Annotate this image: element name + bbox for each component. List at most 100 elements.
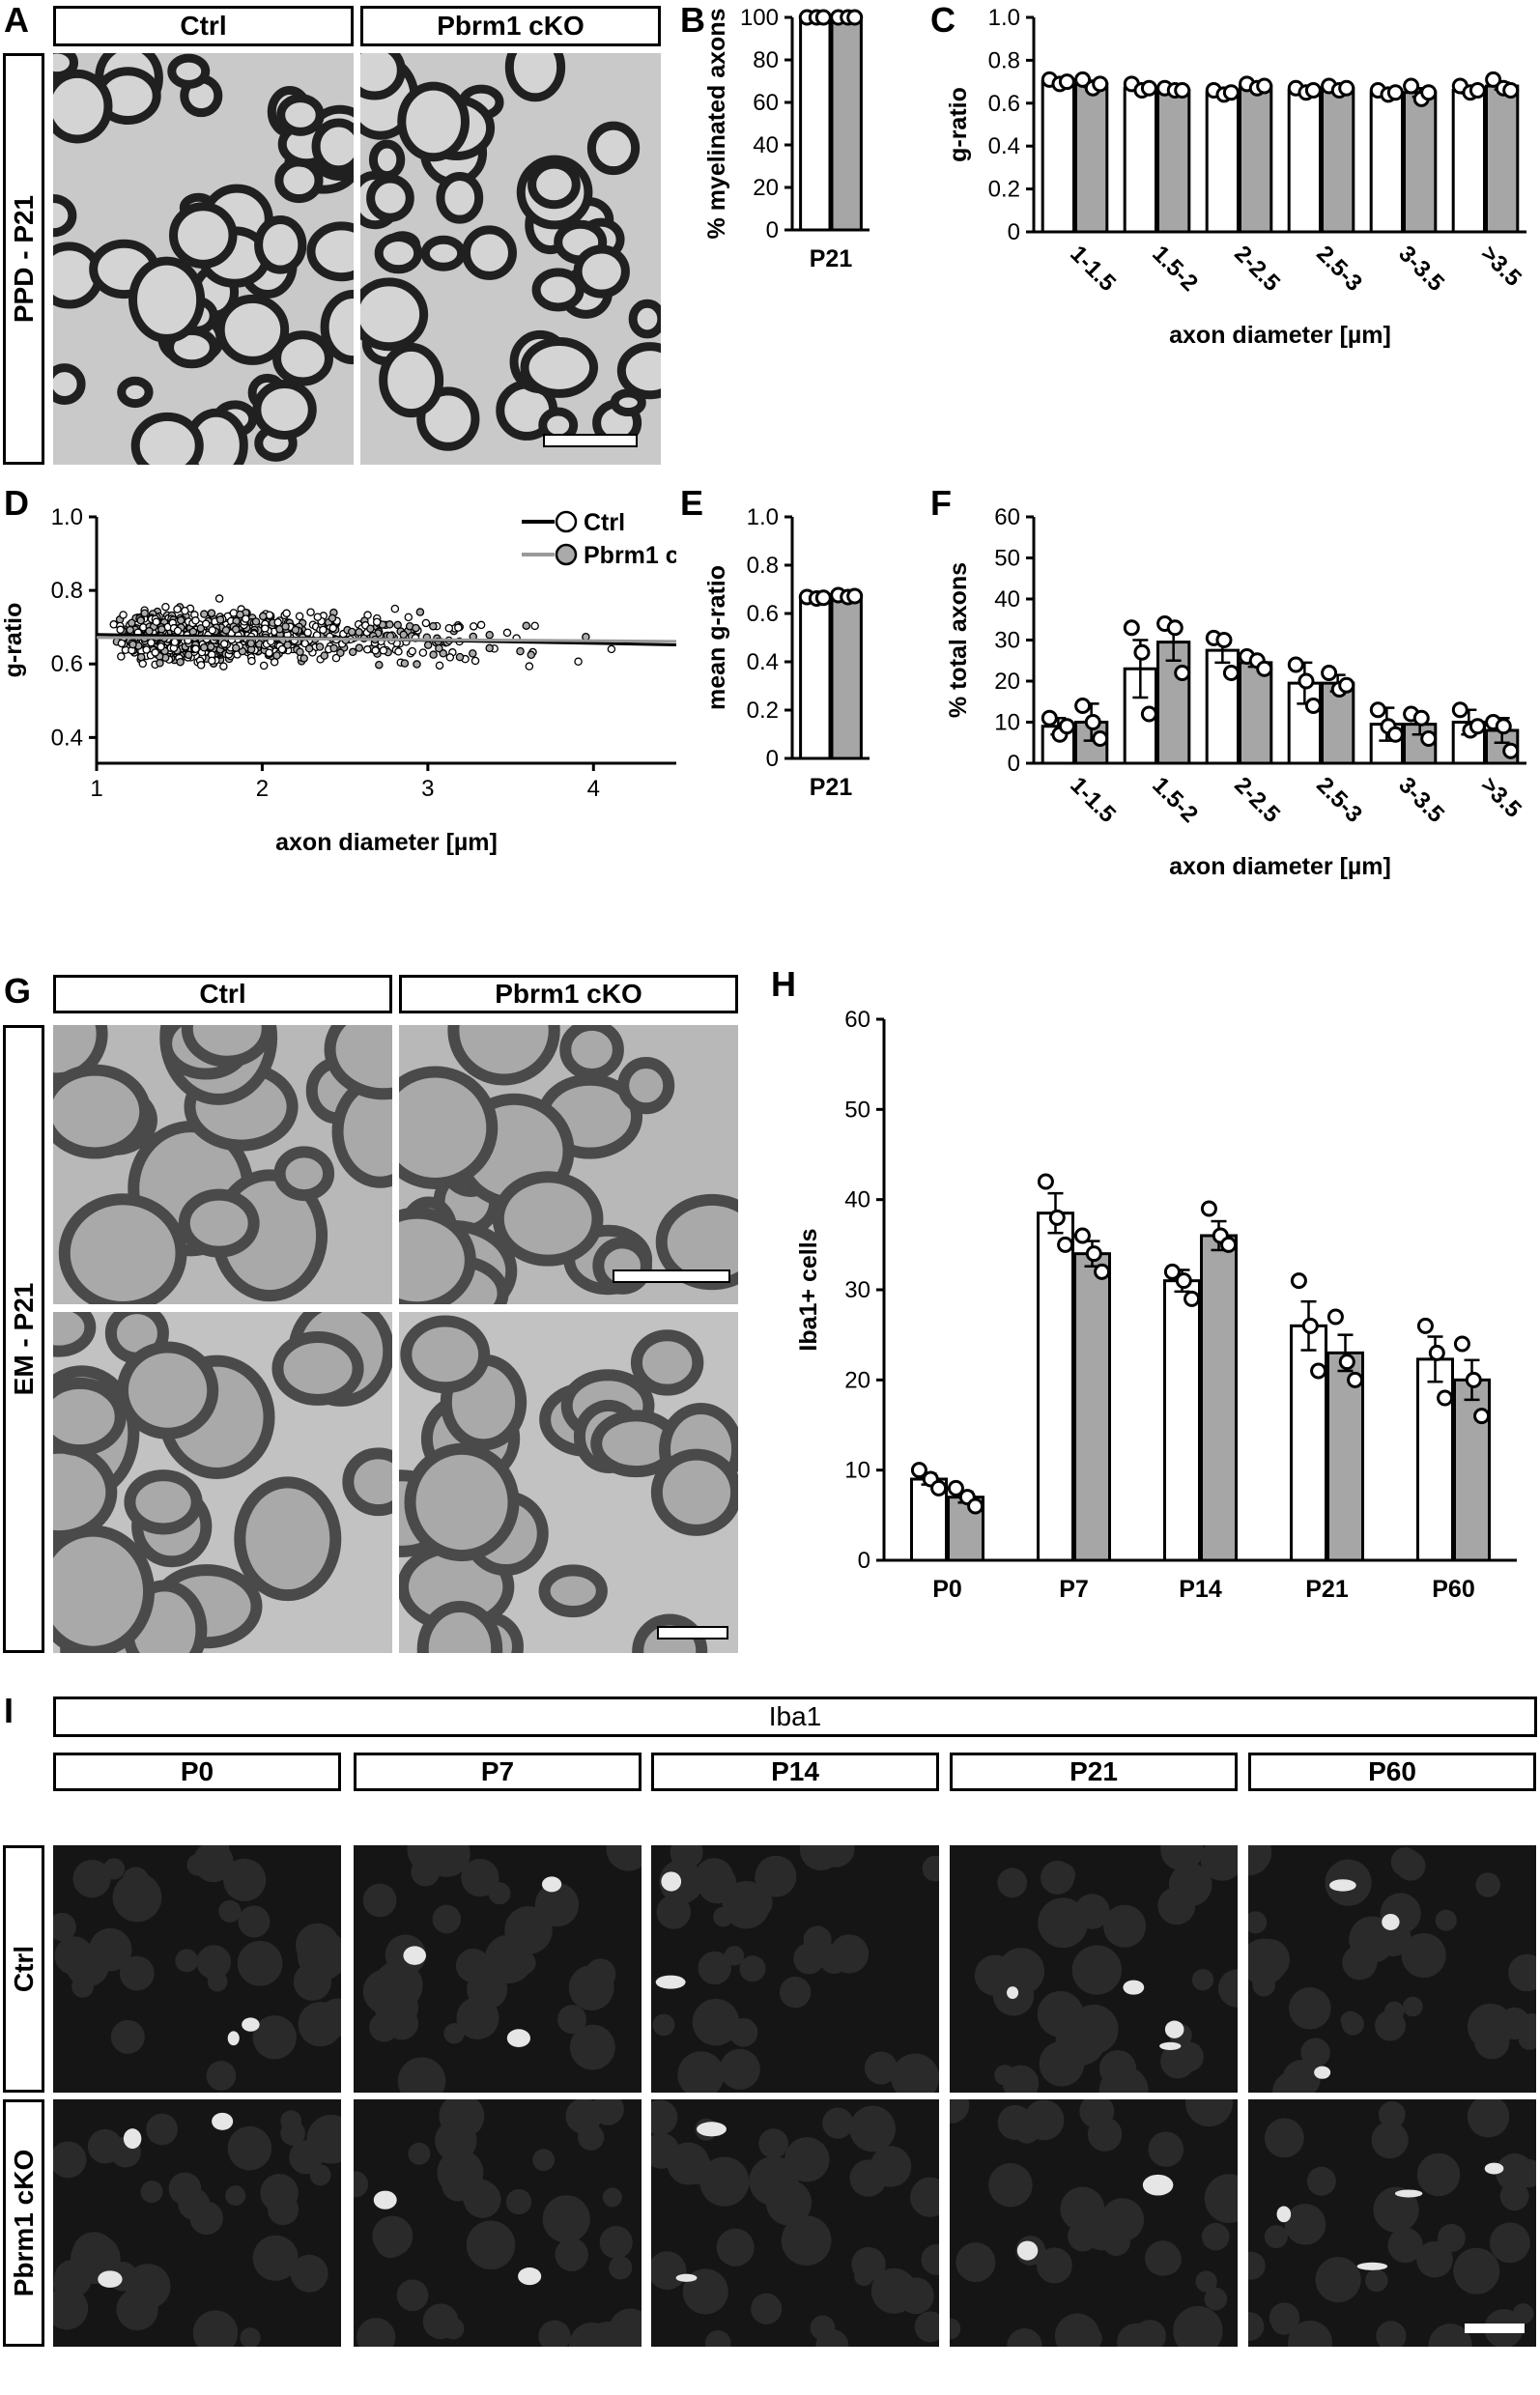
tissue-blob [362,1883,397,1918]
axon-ring [504,53,566,102]
bar-ctrl [1451,88,1487,234]
axon-ring [130,412,204,465]
panel-label-f: F [930,483,952,523]
tissue-blob [1475,1872,1500,1897]
scatter-point [251,617,261,626]
scatter-point [265,648,273,657]
panel-label-b: B [680,0,705,40]
axon-ring [116,1341,219,1440]
bar-ctrl [1205,91,1241,234]
microglia-cell [506,2029,530,2047]
bar-pbrm1-cko [1200,1234,1238,1562]
panel-g-col-cko: Pbrm1 cKO [399,975,738,1013]
data-point [1092,75,1109,93]
scatter-point [236,610,244,619]
scatter-point [435,643,443,653]
tissue-blob [891,2053,939,2093]
x-tick-label: 4 [587,776,600,802]
axon-ring [360,53,406,100]
microglia-cell [123,2128,142,2150]
microglia-cell [697,2122,727,2137]
microglia-cell [1123,1980,1145,1995]
iba1-image [1248,2099,1536,2347]
tissue-blob [1185,2099,1233,2127]
y-tick-label: 50 [994,546,1020,572]
tissue-blob [1068,2220,1098,2252]
data-point [1437,1389,1454,1407]
scatter-point [219,662,228,670]
data-point [1220,1236,1238,1253]
tissue-blob [606,1845,642,1871]
panel-a-col-cko: Pbrm1 cKO [360,6,661,46]
scatter-point [157,625,166,634]
iba1-image-svg [974,1845,1238,2093]
data-point [1412,709,1430,727]
axon-ring [559,1025,624,1080]
scatter-point [574,657,583,667]
data-point [1041,709,1058,727]
legend-label: Ctrl [584,509,625,536]
iba1-image-svg [362,1845,642,2093]
bar-ctrl [1163,1279,1201,1562]
tissue-blob [557,2005,586,2035]
y-tick-label: 0 [766,217,779,243]
data-point [1058,73,1075,91]
axon-ring [447,1025,560,1086]
panel-label-h: H [771,964,796,1004]
tissue-blob [1288,2320,1332,2347]
bar-ctrl [1369,91,1405,234]
microglia-cell [675,2273,698,2282]
iba1-image-svg [652,1845,939,2093]
axon-ring [420,235,467,271]
scatter-point [355,628,363,637]
scale-bar [543,434,638,447]
y-axis-label: g-ratio [0,603,27,678]
data-point [1123,619,1140,637]
axon-ring [531,268,585,312]
tissue-blob [442,2317,465,2340]
y-tick-label: 20 [753,175,779,201]
x-tick-label: 1-1.5 [1065,772,1121,828]
data-point [1092,730,1109,747]
tissue-blob [1428,2324,1472,2347]
panel-i-col-p60: P60 [1248,1753,1536,1791]
tissue-blob [1133,2320,1166,2347]
scatter-point [200,610,209,618]
tissue-blob [1071,1945,1123,1995]
tissue-blob [751,2293,783,2324]
plot-area: 0 10 20 30 40 50 60 Iba1+ cells P0 P7 P14 P21 P60 [795,1007,1517,1603]
tissue-blob [1195,2270,1217,2293]
scatter-point [304,644,314,653]
tissue-blob [192,2310,239,2347]
scatter-point [128,618,136,628]
panel-i-col-p0: P0 [53,1753,341,1791]
y-tick-label: 0 [1008,219,1020,245]
scatter-point [347,627,356,637]
tissue-blob [280,2121,306,2146]
tissue-blob [72,1859,111,1898]
tissue-blob [914,2311,939,2343]
microglia-cell [1314,2066,1331,2079]
tissue-blob [505,2188,532,2215]
tissue-blob [1376,2321,1407,2347]
x-tick-label: 1.5-2 [1147,772,1203,828]
scatter-point [303,628,312,637]
data-point [1085,1245,1102,1263]
axon-ring [178,1188,260,1258]
tissue-blob [110,2019,145,2054]
iba1-image [651,1845,939,2093]
tissue-blob [437,2149,484,2196]
microglia-cell [1356,2262,1388,2270]
scatter-point [385,620,394,629]
axon-ring [655,1193,738,1291]
bar-ctrl [1287,88,1323,234]
tissue-blob [1417,2247,1441,2271]
tissue-blob [408,2142,431,2165]
tissue-blob [146,2113,178,2146]
scatter-point [471,656,480,666]
scatter-point [444,624,454,633]
tissue-blob [1248,1845,1272,1876]
data-point [1347,1371,1364,1388]
axon-ring [276,94,325,136]
bar-pbrm1-cko [1073,1252,1111,1562]
